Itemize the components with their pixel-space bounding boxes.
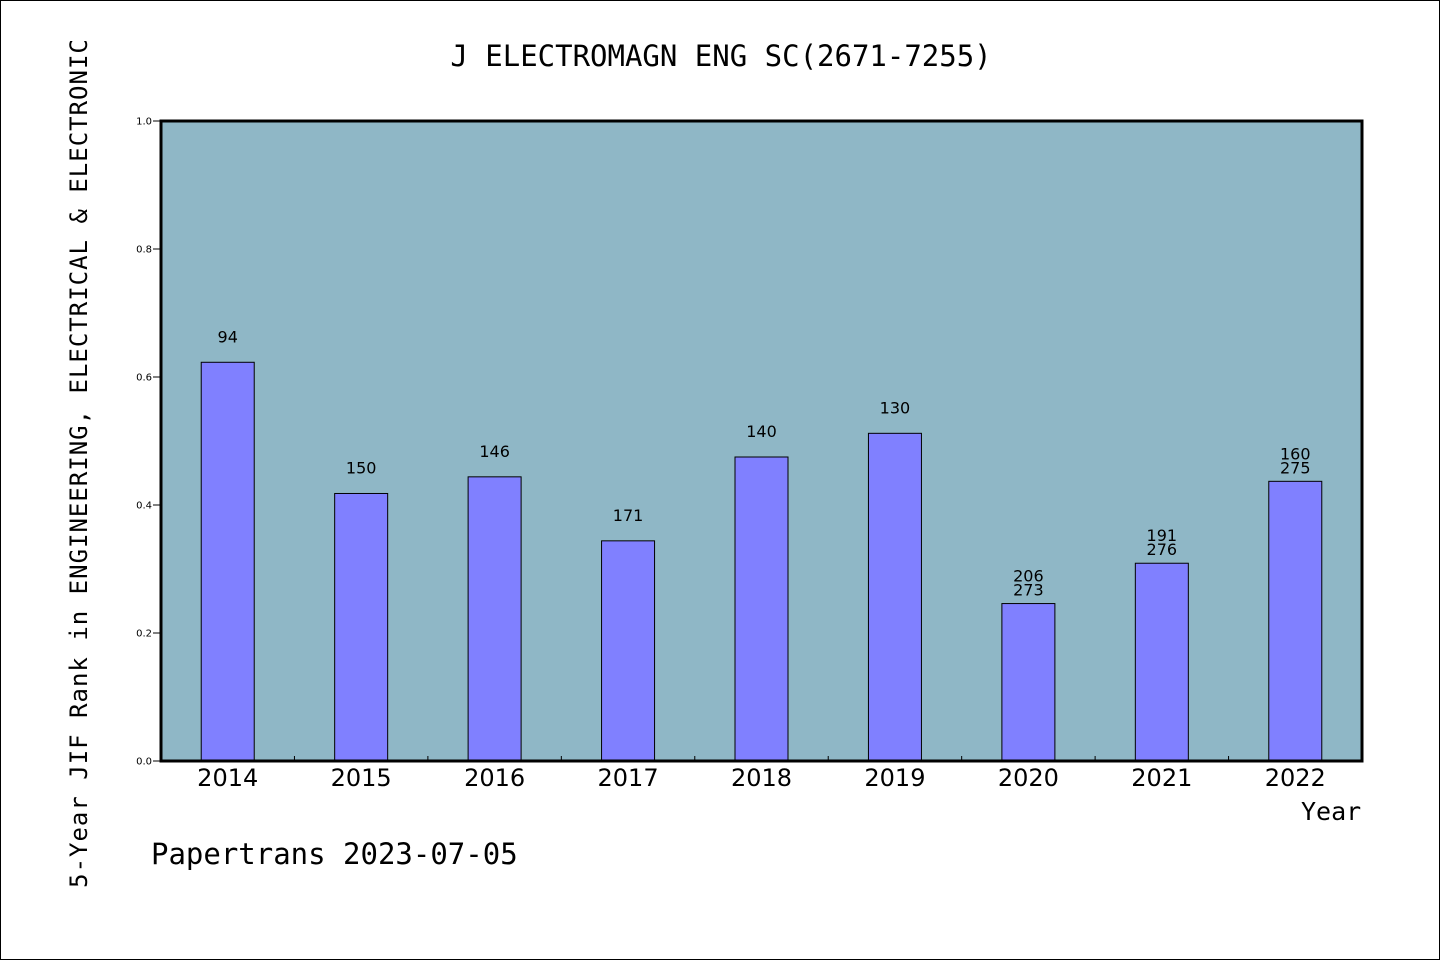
data-label: 94 [218, 327, 238, 346]
bar [200, 361, 255, 762]
bar [734, 456, 789, 762]
bar [601, 540, 656, 762]
data-label: 273 [1013, 581, 1044, 600]
x-tick-label: 2016 [464, 764, 525, 792]
x-tick-label: 2015 [331, 764, 392, 792]
bar [867, 432, 922, 762]
data-label: 191 [1147, 526, 1178, 545]
bar [467, 476, 522, 762]
x-tick-label: 2022 [1265, 764, 1326, 792]
data-label: 146 [479, 442, 510, 461]
x-tick-label: 2021 [1131, 764, 1192, 792]
y-tick-label: 0.0 [136, 757, 152, 768]
x-tick-label: 2020 [998, 764, 1059, 792]
data-label: 130 [880, 398, 911, 417]
y-tick-label: 0.8 [136, 245, 152, 256]
bar [1134, 562, 1189, 762]
chart-title: J ELECTROMAGN ENG SC(2671-7255) [450, 39, 992, 73]
data-label: 206 [1013, 567, 1044, 586]
plot-frame [159, 119, 1364, 763]
bar [1268, 480, 1323, 762]
y-tick-label: 0.4 [136, 501, 152, 512]
data-label: 276 [1147, 540, 1178, 559]
y-tick-label: 1.0 [136, 117, 152, 128]
data-label: 275 [1280, 458, 1311, 477]
y-tick-label: 0.6 [136, 373, 152, 384]
x-tick-label: 2018 [731, 764, 792, 792]
x-tick-label: 2014 [197, 764, 258, 792]
data-label: 150 [346, 458, 377, 477]
data-label: 140 [746, 422, 777, 441]
data-label: 171 [613, 506, 644, 525]
bar [1001, 603, 1056, 762]
bar [334, 492, 389, 762]
x-tick-label: 2017 [598, 764, 659, 792]
footer-source-date: Papertrans 2023-07-05 [151, 837, 518, 871]
x-axis-label: Year [1301, 797, 1362, 826]
data-label: 160 [1280, 444, 1311, 463]
x-tick-label: 2019 [864, 764, 925, 792]
y-tick-label: 0.2 [136, 629, 152, 640]
